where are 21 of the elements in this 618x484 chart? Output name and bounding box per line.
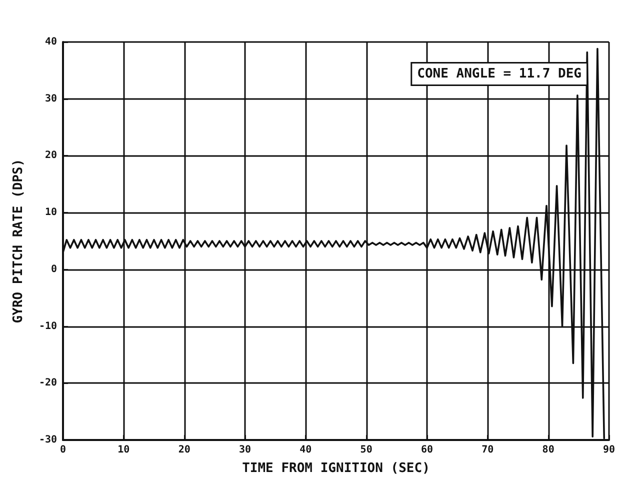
y-axis-title: GYRO PITCH RATE (DPS) (11, 158, 26, 324)
x-tick-label: 80 (542, 444, 554, 456)
x-tick-label: 10 (118, 444, 130, 456)
y-tick-label: 30 (44, 93, 57, 104)
y-tick-label: 10 (44, 207, 57, 218)
x-tick-label: 20 (178, 444, 190, 456)
x-tick-label: 60 (420, 444, 434, 456)
x-tick-label: 70 (482, 444, 494, 456)
x-tick-label: 40 (300, 444, 312, 456)
x-tick-label: 90 (602, 444, 616, 456)
x-tick-label: 30 (238, 444, 252, 456)
x-axis-title: TIME FROM IGNITION (SEC) (242, 461, 430, 476)
y-tick-label: 20 (44, 150, 57, 162)
y-tick-label: 40 (44, 36, 57, 48)
x-tick-label: 50 (360, 444, 372, 456)
x-tick-label: 0 (60, 444, 66, 456)
y-tick-label: -30 (38, 434, 57, 446)
annotation: CONE ANGLE = 11.7 DEG (417, 66, 582, 82)
y-tick-label: -20 (38, 378, 57, 389)
y-tick-label: 0 (50, 264, 57, 275)
y-tick-label: -10 (38, 320, 57, 332)
